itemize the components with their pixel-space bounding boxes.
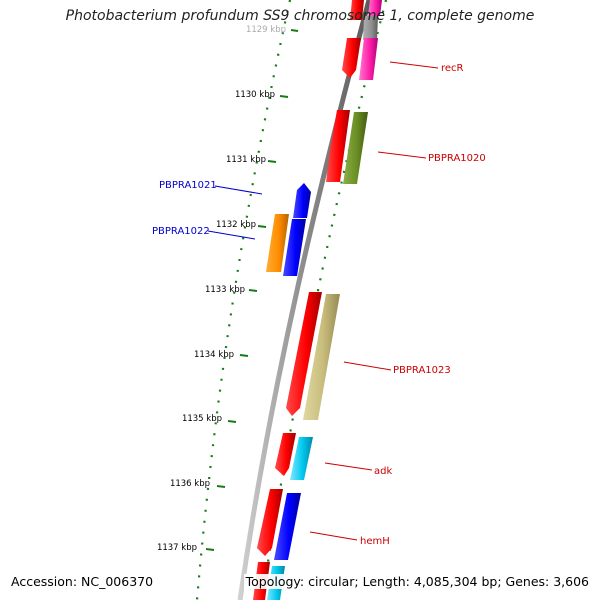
leader-PBPRA1023: [343, 361, 392, 371]
scale-tick-1133: [248, 289, 258, 292]
leader-adk: [324, 462, 373, 471]
scale-label-1131: 1131 kbp: [226, 155, 266, 165]
map-title: Photobacterium profundum SS9 chromosome …: [65, 8, 535, 24]
gene-label-PBPRA1021[interactable]: PBPRA1021: [159, 180, 217, 191]
gene-feature-recR-pink[interactable]: [359, 38, 378, 80]
scale-tick-1130: [279, 95, 289, 98]
scale-tick-1131: [267, 160, 277, 163]
gene-feature-PBPRA1022-blue[interactable]: [283, 219, 306, 276]
gene-label-PBPRA1022[interactable]: PBPRA1022: [152, 226, 210, 237]
gene-feature-adk-cyan[interactable]: [290, 437, 313, 480]
gene-feature-PBPRA1023-red[interactable]: [286, 292, 322, 416]
scale-label-1137: 1137 kbp: [157, 543, 197, 553]
scale-tick-1134: [239, 354, 249, 357]
gene-feature-top-grey[interactable]: [363, 16, 378, 40]
scale-label-1135: 1135 kbp: [182, 414, 222, 424]
gene-feature-PBPRA1020-red[interactable]: [326, 110, 350, 182]
gene-features: [253, 0, 382, 600]
leader-recR: [389, 61, 439, 69]
gene-feature-hemH-blue[interactable]: [274, 493, 301, 560]
gene-feature-PBPRA1022-orange[interactable]: [266, 214, 289, 272]
gene-feature-top-red-1[interactable]: [350, 0, 364, 20]
gene-feature-hemH-red[interactable]: [257, 489, 283, 556]
leader-hemH: [309, 531, 358, 541]
scale-tick-1132: [257, 225, 267, 228]
scale-label-1130: 1130 kbp: [235, 90, 275, 100]
leader-PBPRA1022: [207, 230, 256, 240]
chromosome-backbone: [237, 0, 372, 601]
gene-feature-PBPRA1023-khaki[interactable]: [303, 294, 340, 420]
gene-feature-top-pink-1[interactable]: [368, 0, 382, 16]
accession-text: Accession: NC_006370: [9, 574, 156, 589]
gene-feature-PBPRA1021-blue[interactable]: [293, 183, 311, 218]
gene-label-recR[interactable]: recR: [441, 63, 464, 74]
gene-labels: recR PBPRA1020 PBPRA1021 PBPRA1022 PBPRA…: [152, 63, 486, 547]
gene-label-PBPRA1023[interactable]: PBPRA1023: [393, 365, 451, 376]
scale-tick-labels: 1129 kbp 1130 kbp 1131 kbp 1132 kbp 1133…: [157, 25, 286, 553]
gene-feature-PBPRA1020-olive[interactable]: [343, 112, 368, 184]
scale-tick-marks: [205, 29, 299, 551]
scale-tick-1137: [205, 548, 215, 551]
scale-label-1129: 1129 kbp: [246, 25, 286, 35]
genome-summary-text: Topology: circular; Length: 4,085,304 bp…: [243, 574, 591, 589]
scale-label-1134: 1134 kbp: [194, 350, 234, 360]
scale-tick-1136: [216, 485, 226, 488]
leader-PBPRA1021: [214, 185, 263, 195]
scale-label-1133: 1133 kbp: [205, 285, 245, 295]
scale-tick-1129: [290, 29, 299, 32]
scale-tick-1135: [227, 420, 237, 423]
leader-PBPRA1020: [377, 151, 427, 159]
gene-feature-adk-red[interactable]: [275, 433, 296, 476]
gene-feature-recR-red[interactable]: [342, 38, 361, 78]
gene-label-PBPRA1020[interactable]: PBPRA1020: [428, 153, 486, 164]
label-leader-lines: [207, 61, 439, 541]
gene-label-hemH[interactable]: hemH: [360, 536, 390, 547]
scale-label-1132: 1132 kbp: [216, 220, 256, 230]
scale-ruler-outer: [260, 0, 388, 601]
scale-label-1136: 1136 kbp: [170, 479, 210, 489]
gene-label-adk[interactable]: adk: [374, 466, 392, 477]
